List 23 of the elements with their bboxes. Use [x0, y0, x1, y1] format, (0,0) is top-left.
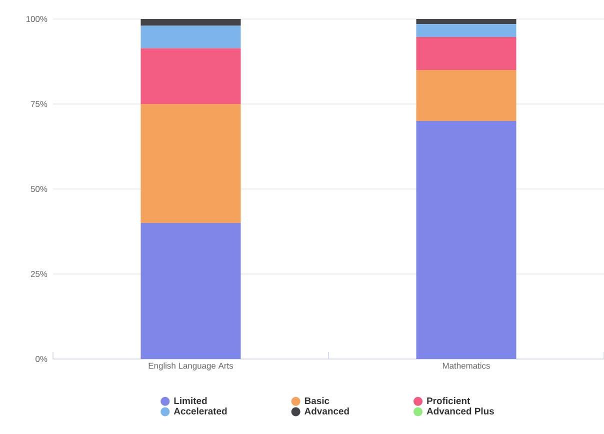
bar: [140, 26, 241, 48]
bar: [416, 18, 516, 24]
y-tick-label: 100%: [26, 16, 48, 22]
bar: [416, 24, 516, 38]
legend-label: Advanced Plus: [426, 408, 494, 414]
x-tick-label: Mathematics: [442, 362, 490, 369]
bar: [416, 37, 516, 70]
x-tick-label: English Language Arts: [148, 362, 234, 370]
legend-label: Accelerated: [174, 408, 227, 414]
legend-label: Basic: [304, 397, 330, 404]
bar: [416, 70, 516, 121]
y-tick-label: 50%: [30, 186, 48, 192]
legend-label: Advanced: [304, 408, 349, 414]
legend-label: Proficient: [427, 397, 470, 404]
legend-label: Limited: [174, 397, 207, 404]
y-tick-label: 25%: [30, 271, 48, 277]
bar: [140, 48, 241, 104]
bar: [140, 223, 241, 359]
bar: [416, 120, 516, 359]
y-tick-label: 75%: [30, 101, 48, 107]
y-tick-label: 0%: [36, 356, 48, 362]
bar: [140, 104, 241, 223]
bar: [140, 18, 241, 26]
